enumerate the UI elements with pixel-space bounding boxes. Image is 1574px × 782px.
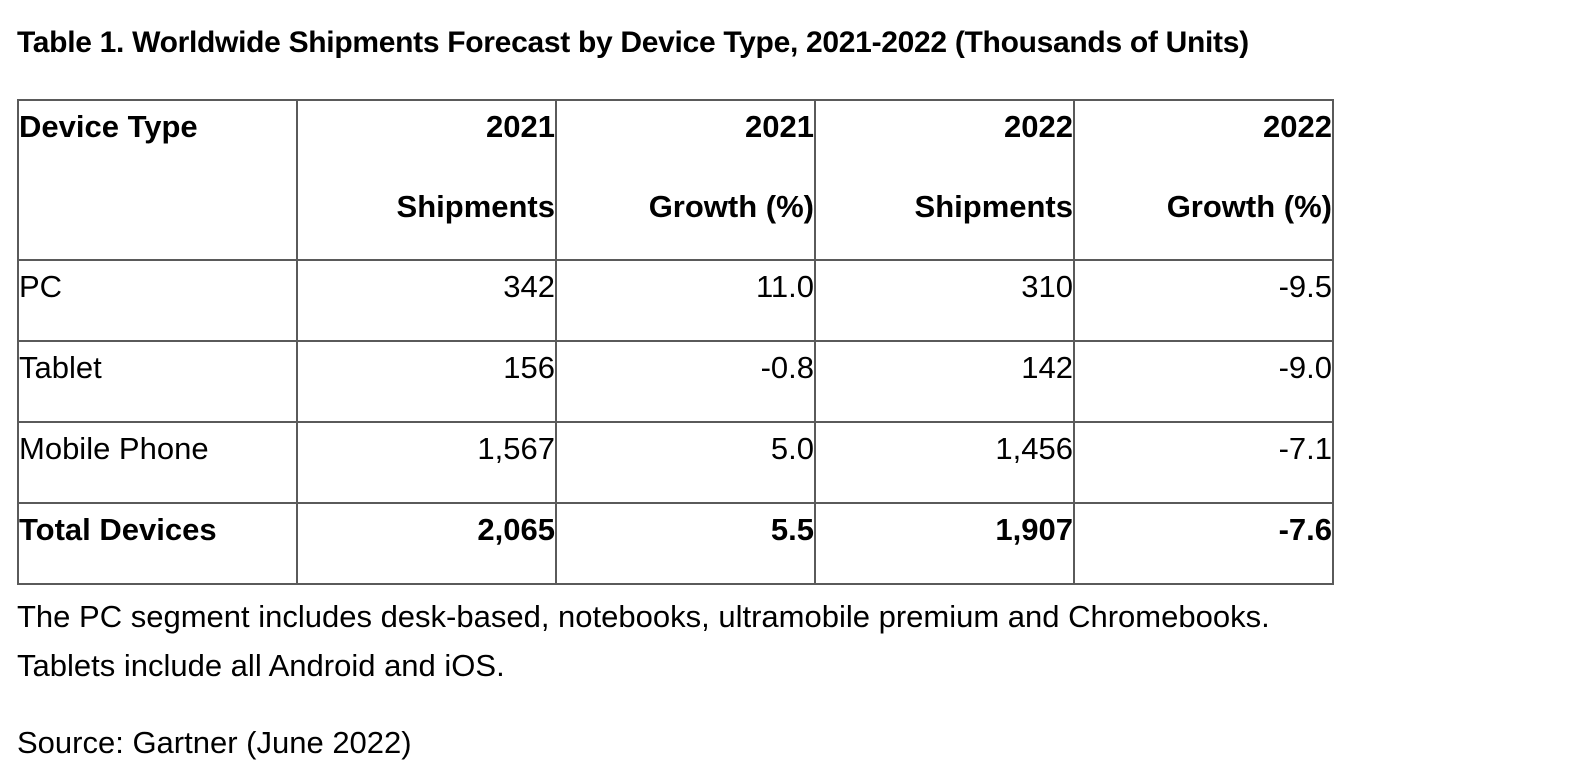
header-line1: 2021	[745, 109, 814, 144]
table-row-pc: PC 342 11.0 310 -9.5	[17, 259, 1334, 342]
header-row: Device Type 2021 Shipments 2021 Growth (…	[17, 99, 1334, 261]
cell-2022-shipments: 310	[814, 259, 1075, 342]
header-line2: Growth (%)	[1166, 189, 1332, 224]
cell-2021-shipments: 156	[296, 340, 557, 423]
cell-2021-growth: 5.0	[555, 421, 816, 504]
header-line2: Shipments	[914, 189, 1073, 224]
header-device-type: Device Type	[17, 99, 298, 261]
footnote-tablets: Tablets include all Android and iOS.	[17, 648, 505, 683]
cell-device-type: Mobile Phone	[17, 421, 298, 504]
cell-2022-growth: -9.5	[1073, 259, 1334, 342]
header-line1: Device Type	[19, 109, 198, 144]
cell-2022-growth: -9.0	[1073, 340, 1334, 423]
cell-2021-growth: 5.5	[555, 502, 816, 585]
cell-2022-growth: -7.1	[1073, 421, 1334, 504]
cell-2021-shipments: 2,065	[296, 502, 557, 585]
footnote-pc: The PC segment includes desk-based, note…	[17, 599, 1270, 634]
header-2022-shipments: 2022 Shipments	[814, 99, 1075, 261]
cell-2022-shipments: 142	[814, 340, 1075, 423]
cell-device-type: PC	[17, 259, 298, 342]
header-line1: 2022	[1263, 109, 1332, 144]
header-line2: Growth (%)	[648, 189, 814, 224]
header-line1: 2021	[486, 109, 555, 144]
header-2021-shipments: 2021 Shipments	[296, 99, 557, 261]
cell-2021-growth: -0.8	[555, 340, 816, 423]
cell-2021-shipments: 342	[296, 259, 557, 342]
cell-2022-shipments: 1,907	[814, 502, 1075, 585]
footnote: The PC segment includes desk-based, note…	[17, 592, 1270, 690]
table-title: Table 1. Worldwide Shipments Forecast by…	[17, 26, 1249, 59]
header-line1: 2022	[1004, 109, 1073, 144]
table-row-tablet: Tablet 156 -0.8 142 -9.0	[17, 340, 1334, 423]
cell-2022-shipments: 1,456	[814, 421, 1075, 504]
header-2022-growth: 2022 Growth (%)	[1073, 99, 1334, 261]
table-row-total: Total Devices 2,065 5.5 1,907 -7.6	[17, 502, 1334, 585]
source-note: Source: Gartner (June 2022)	[17, 725, 412, 760]
cell-2021-shipments: 1,567	[296, 421, 557, 504]
table-row-mobile-phone: Mobile Phone 1,567 5.0 1,456 -7.1	[17, 421, 1334, 504]
header-line2: Shipments	[396, 189, 555, 224]
cell-device-type: Tablet	[17, 340, 298, 423]
cell-device-type: Total Devices	[17, 502, 298, 585]
header-2021-growth: 2021 Growth (%)	[555, 99, 816, 261]
shipments-table: Device Type 2021 Shipments 2021 Growth (…	[17, 99, 1334, 585]
cell-2022-growth: -7.6	[1073, 502, 1334, 585]
cell-2021-growth: 11.0	[555, 259, 816, 342]
